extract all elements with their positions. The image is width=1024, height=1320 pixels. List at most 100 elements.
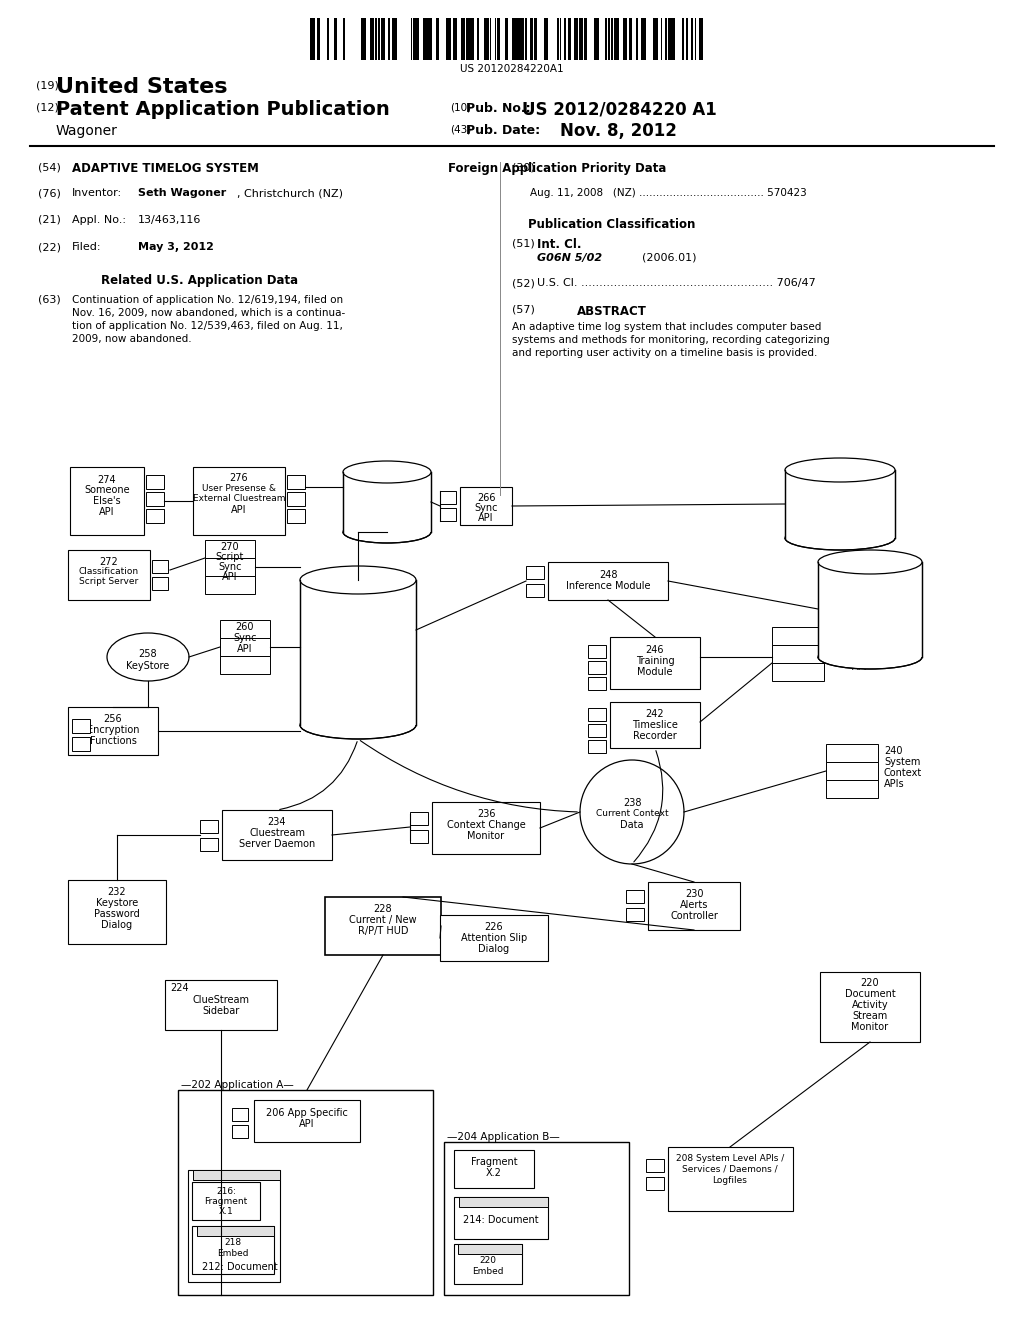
Text: (54): (54)	[38, 162, 60, 172]
Text: 214: Document: 214: Document	[463, 1214, 539, 1225]
Bar	[534, 18, 536, 59]
Ellipse shape	[106, 634, 189, 681]
Bar	[178, 1090, 433, 1295]
Bar	[454, 1243, 522, 1284]
Text: 228: 228	[374, 904, 392, 913]
Text: Other Device: Other Device	[808, 500, 872, 511]
Bar	[653, 18, 656, 59]
Bar	[232, 1125, 248, 1138]
Bar	[193, 1170, 280, 1180]
Bar	[626, 890, 644, 903]
Bar	[393, 18, 397, 59]
Text: Context: Context	[884, 768, 923, 777]
Text: (76): (76)	[38, 187, 60, 198]
Text: Dialog: Dialog	[101, 920, 132, 931]
Bar	[287, 475, 305, 488]
Bar	[72, 737, 90, 751]
Bar	[526, 566, 544, 579]
Bar	[432, 803, 540, 854]
Text: Local Data Store:: Local Data Store:	[316, 631, 400, 642]
Text: 236: 236	[477, 809, 496, 818]
Text: 242: 242	[646, 709, 665, 719]
Text: An adaptive time log system that includes computer based: An adaptive time log system that include…	[512, 322, 821, 333]
Bar	[588, 741, 606, 752]
Bar	[200, 838, 218, 851]
Text: Script: Script	[216, 552, 244, 562]
Text: Stream: Stream	[852, 1011, 888, 1020]
Text: 240: 240	[884, 746, 902, 756]
Text: Inventor:: Inventor:	[72, 187, 122, 198]
Text: (21): (21)	[38, 215, 60, 224]
Bar	[146, 510, 164, 523]
Bar	[486, 18, 489, 59]
Text: (57): (57)	[512, 305, 535, 315]
Text: TermWeights: TermWeights	[327, 667, 389, 677]
Bar	[68, 708, 158, 755]
Bar	[68, 880, 166, 944]
Text: Pub. No.:: Pub. No.:	[466, 102, 530, 115]
Text: 210: Document: 210: Document	[197, 1262, 271, 1272]
Text: Sync: Sync	[218, 562, 242, 572]
Bar	[410, 830, 428, 843]
Bar	[444, 1142, 629, 1295]
Bar	[611, 18, 613, 59]
Bar	[311, 18, 315, 59]
Bar	[588, 661, 606, 675]
Bar	[458, 1243, 522, 1254]
Text: Nov. 16, 2009, now abandoned, which is a continua-: Nov. 16, 2009, now abandoned, which is a…	[72, 308, 345, 318]
Text: Context: Context	[852, 651, 890, 661]
Text: 274: 274	[97, 475, 117, 484]
Text: Appl. No.:: Appl. No.:	[72, 215, 126, 224]
Bar	[343, 473, 431, 532]
Bar	[588, 645, 606, 657]
Text: 276: 276	[229, 473, 248, 483]
Bar	[440, 915, 548, 961]
Bar	[574, 18, 578, 59]
Text: Embed: Embed	[217, 1249, 249, 1258]
Text: (63): (63)	[38, 294, 60, 305]
Ellipse shape	[300, 566, 416, 594]
Text: API: API	[231, 506, 247, 515]
Bar	[334, 18, 337, 59]
Text: 220: 220	[861, 978, 880, 987]
Bar	[626, 908, 644, 921]
Bar	[424, 18, 427, 59]
Text: Controller: Controller	[670, 911, 718, 921]
Text: Context Change: Context Change	[446, 820, 525, 830]
Bar	[205, 558, 255, 576]
Bar	[530, 18, 534, 59]
Text: 234: 234	[267, 817, 287, 828]
Bar	[470, 18, 472, 59]
Text: Central: Central	[368, 498, 407, 508]
Bar	[588, 677, 606, 690]
Text: API: API	[478, 513, 494, 523]
Text: API: API	[852, 663, 867, 672]
Text: DataStore: DataStore	[360, 508, 414, 517]
Bar	[820, 972, 920, 1041]
Text: Foreign Application Priority Data: Foreign Application Priority Data	[447, 162, 667, 176]
Bar	[548, 562, 668, 601]
Text: Continuation of application No. 12/619,194, filed on: Continuation of application No. 12/619,1…	[72, 294, 343, 305]
Bar	[656, 18, 658, 59]
Bar	[381, 18, 384, 59]
Text: 212: Document: 212: Document	[202, 1262, 278, 1272]
Text: 226: 226	[484, 921, 504, 932]
Bar	[460, 487, 512, 525]
Text: 218: 218	[224, 1238, 242, 1247]
Bar	[668, 1147, 793, 1210]
Bar	[629, 18, 632, 59]
Text: Fragment: Fragment	[205, 1197, 248, 1206]
Text: API: API	[299, 1119, 314, 1129]
Bar	[564, 18, 566, 59]
Bar	[588, 723, 606, 737]
Text: 248: 248	[599, 570, 617, 579]
Bar	[505, 18, 508, 59]
Text: Current / New: Current / New	[349, 915, 417, 925]
Bar	[515, 18, 517, 59]
Text: User: User	[852, 640, 874, 649]
Text: , Christchurch (NZ): , Christchurch (NZ)	[237, 187, 343, 198]
Text: APIs: APIs	[884, 779, 904, 789]
Ellipse shape	[300, 711, 416, 739]
Text: United States: United States	[56, 77, 227, 96]
Bar	[673, 18, 675, 59]
